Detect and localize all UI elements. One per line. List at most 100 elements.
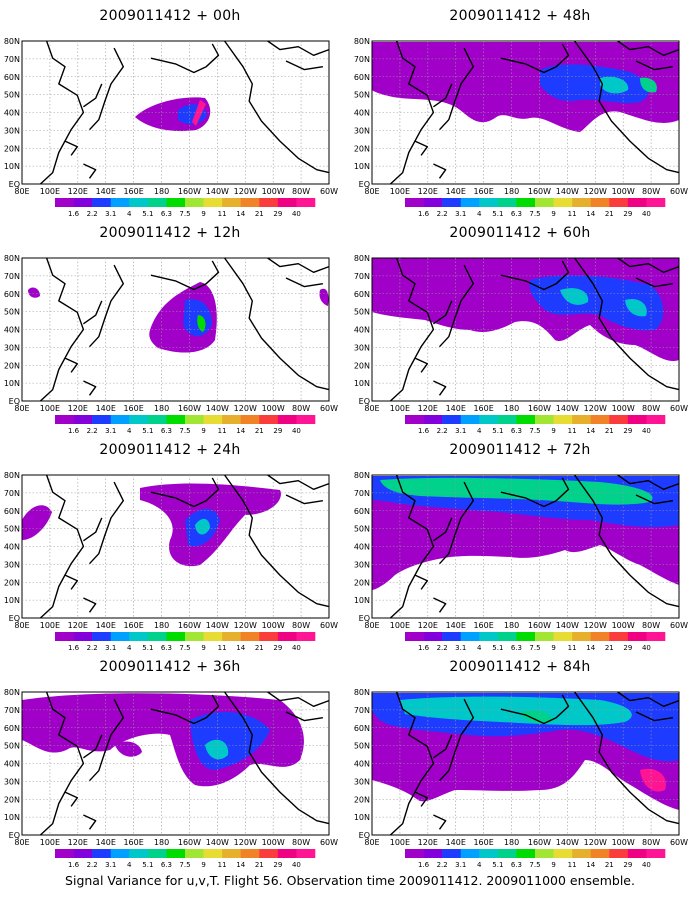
colorbar-swatch xyxy=(277,632,297,641)
lon-tick-label: 140W xyxy=(556,187,579,196)
colorbar-label: 9 xyxy=(201,861,205,869)
variance-region xyxy=(380,477,653,505)
colorbar-label: 6.3 xyxy=(161,644,172,652)
lon-tick-label: 160W xyxy=(178,838,201,847)
colorbar-label: 21 xyxy=(605,210,614,218)
colorbar-label: 3.1 xyxy=(455,644,466,652)
colorbar-label: 3.1 xyxy=(455,427,466,435)
colorbar-swatch xyxy=(222,415,242,424)
lon-tick-label: 100E xyxy=(40,404,60,413)
colorbar-swatch xyxy=(423,849,443,858)
colorbar-label: 40 xyxy=(642,427,651,435)
colorbar-label: 6.3 xyxy=(161,861,172,869)
coastline xyxy=(500,694,570,725)
coastline xyxy=(414,357,429,373)
lon-tick-label: 100W xyxy=(262,838,285,847)
lon-tick-label: 120E xyxy=(68,187,88,196)
lat-tick-label: 80N xyxy=(354,688,370,697)
lat-tick-label: 70N xyxy=(354,272,370,281)
colorbar-label: 11 xyxy=(568,427,577,435)
colorbar-swatch xyxy=(423,415,443,424)
coastline xyxy=(267,474,330,490)
lon-tick-label: 100E xyxy=(390,838,410,847)
colorbar-swatch xyxy=(646,198,666,207)
lon-tick-label: 120W xyxy=(234,621,257,630)
lat-tick-label: 10N xyxy=(354,379,370,388)
colorbar-label: 2.2 xyxy=(437,210,448,218)
colorbar-label: 3.1 xyxy=(455,210,466,218)
lat-tick-label: 20N xyxy=(354,795,370,804)
lon-tick-label: 160E xyxy=(123,187,143,196)
lon-tick-label: 60W xyxy=(320,621,338,630)
lon-tick-label: 120E xyxy=(418,838,438,847)
colorbar-label: 4 xyxy=(477,644,482,652)
lon-tick-label: 60W xyxy=(670,621,688,630)
lon-tick-label: 160E xyxy=(123,404,143,413)
colorbar-swatch xyxy=(405,849,424,858)
colorbar-swatch xyxy=(497,198,517,207)
coastline xyxy=(83,597,97,613)
coastline xyxy=(617,474,680,490)
colorbar-label: 1.6 xyxy=(418,427,430,435)
colorbar-label: 9 xyxy=(551,210,555,218)
lon-tick-label: 100E xyxy=(390,187,410,196)
colorbar-label: 40 xyxy=(292,644,301,652)
colorbar-swatch xyxy=(55,849,74,858)
colorbar-swatch xyxy=(147,415,167,424)
coastline xyxy=(635,494,674,505)
lon-tick-label: 140W xyxy=(206,838,229,847)
lon-tick-label: 80W xyxy=(642,404,660,413)
map-panel-84h: 2009011412 + 84h 80N 70N 60N 50N 40N 30N 20N 10… xyxy=(350,659,690,874)
colorbar-swatch xyxy=(129,849,149,858)
colorbar-label: 29 xyxy=(623,427,632,435)
lon-tick-label: 80E xyxy=(14,404,29,413)
lon-tick-label: 160W xyxy=(528,187,551,196)
lon-tick-label: 100E xyxy=(390,404,410,413)
lat-tick-label: 40N xyxy=(4,543,20,552)
coastline xyxy=(83,380,97,396)
colorbar-swatch xyxy=(110,415,130,424)
coastline xyxy=(414,140,429,156)
colorbar-label: 29 xyxy=(273,210,282,218)
lat-tick-label: EQ xyxy=(9,397,20,406)
colorbar-swatch xyxy=(240,415,260,424)
colorbar-swatch xyxy=(442,415,462,424)
colorbar-label: 40 xyxy=(642,644,651,652)
lon-tick-label: 160E xyxy=(123,621,143,630)
colorbar-swatch xyxy=(203,849,223,858)
colorbar-swatch xyxy=(572,415,592,424)
colorbar-label: 9 xyxy=(201,427,205,435)
colorbar-label: 11 xyxy=(568,644,577,652)
colorbar-swatch xyxy=(222,849,242,858)
colorbar-swatch xyxy=(296,415,316,424)
lat-tick-label: 70N xyxy=(354,55,370,64)
lon-tick-label: 160E xyxy=(473,187,493,196)
panel-title: 2009011412 + 24h xyxy=(99,442,241,458)
colorbar-label: 29 xyxy=(273,861,282,869)
coastline xyxy=(574,40,680,174)
colorbar-label: 29 xyxy=(623,210,632,218)
colorbar-swatch xyxy=(627,849,647,858)
panel-title: 2009011412 + 36h xyxy=(99,659,241,675)
colorbar-label: 5.1 xyxy=(142,210,153,218)
map-panel-24h: 2009011412 + 24h 80N 70N 60N 50N 40N 30N 20N 10… xyxy=(0,442,340,657)
lon-tick-label: 140W xyxy=(556,838,579,847)
colorbar-label: 29 xyxy=(273,644,282,652)
coastline xyxy=(389,474,435,619)
lat-tick-label: EQ xyxy=(9,180,20,189)
coastline xyxy=(82,300,103,325)
coastline xyxy=(433,814,447,830)
coastline xyxy=(389,257,435,402)
lat-tick-label: 30N xyxy=(354,777,370,786)
lat-tick-label: EQ xyxy=(359,614,370,623)
lon-tick-label: 60W xyxy=(320,404,338,413)
colorbar-swatch xyxy=(73,849,93,858)
lon-tick-label: 60W xyxy=(320,838,338,847)
lon-tick-label: 80E xyxy=(364,838,379,847)
colorbar-label: 2.2 xyxy=(87,644,98,652)
colorbar-label: 29 xyxy=(273,427,282,435)
colorbar-label: 5.1 xyxy=(492,210,503,218)
variance-shading xyxy=(135,97,211,132)
lat-tick-label: 50N xyxy=(4,525,20,534)
